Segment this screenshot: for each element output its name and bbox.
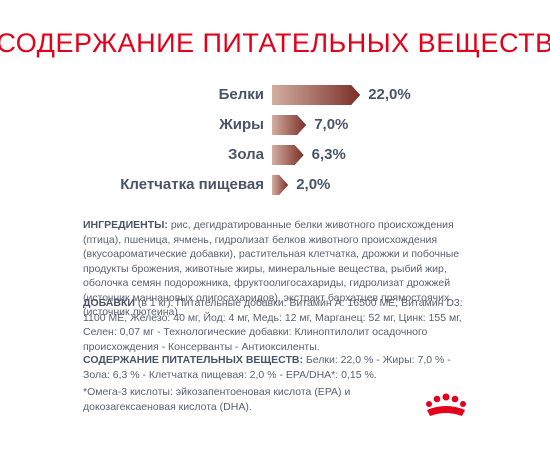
category-label: Жиры [218, 116, 264, 133]
additives-unit: (в 1 кг): [137, 297, 174, 309]
value-label: 22,0% [368, 86, 411, 103]
value-label: 7,0% [314, 116, 348, 133]
footnote: *Омега-3 кислоты: эйкозапентоеновая кисл… [83, 386, 351, 413]
logo [426, 393, 466, 416]
ingredients-label: ИНГРЕДИЕНТЫ: [83, 219, 168, 231]
nutrition-label: СОДЕРЖАНИЕ ПИТАТЕЛЬНЫХ ВЕЩЕСТВ: [83, 354, 303, 366]
category-label: Зола [228, 146, 265, 163]
bar [272, 145, 304, 165]
additives: ДОБАВКИ (в 1 кг): Питательные добавки: В… [83, 296, 478, 354]
category-label: Клетчатка пищевая [120, 176, 264, 193]
additives-text: Питательные добавки: Витамин A: 16500 МЕ… [83, 297, 463, 353]
value-label: 2,0% [296, 176, 330, 193]
value-label: 6,3% [312, 146, 346, 163]
bar [272, 115, 307, 135]
bar [272, 175, 289, 195]
category-label: Белки [219, 86, 264, 103]
additives-label: ДОБАВКИ [83, 297, 135, 309]
nutrition: СОДЕРЖАНИЕ ПИТАТЕЛЬНЫХ ВЕЩЕСТВ: Белки: 2… [83, 353, 478, 382]
bar [272, 85, 361, 105]
chart-title: СОДЕРЖАНИЕ ПИТАТЕЛЬНЫХ ВЕЩЕСТВ [0, 28, 550, 58]
ingredients-text: рис, дегидратированные белки животного п… [83, 219, 460, 318]
nutrition-text: Белки: 22,0 % - Жиры: 7,0 % - Зола: 6,3 … [83, 354, 451, 381]
ingredients: ИНГРЕДИЕНТЫ: рис, дегидратированные белк… [83, 218, 478, 320]
